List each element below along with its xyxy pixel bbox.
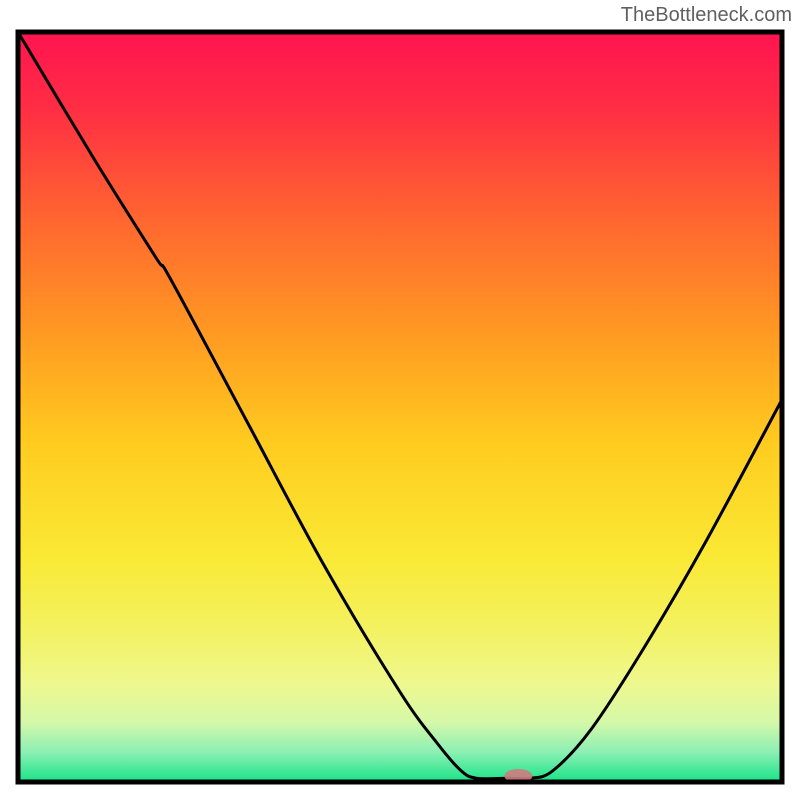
plot-background bbox=[18, 32, 782, 782]
chart-svg bbox=[0, 0, 800, 800]
bottleneck-chart bbox=[0, 0, 800, 800]
watermark-text: TheBottleneck.com bbox=[621, 4, 792, 27]
